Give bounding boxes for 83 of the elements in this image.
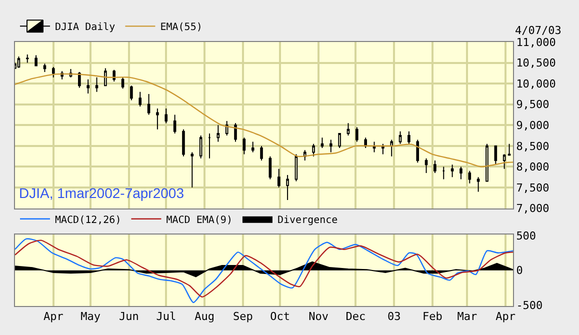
x-tick-label: Jul xyxy=(156,310,176,324)
candlestick xyxy=(286,174,289,200)
x-tick-label: Jun xyxy=(119,310,139,324)
candlestick xyxy=(199,135,202,159)
candlestick xyxy=(346,122,350,136)
candlestick xyxy=(476,176,480,192)
candlestick xyxy=(372,141,376,153)
candlestick xyxy=(460,166,462,180)
legend-label: MACD EMA(9) xyxy=(166,214,232,226)
candlestick xyxy=(442,166,446,180)
candlestick xyxy=(182,128,185,157)
candlestick xyxy=(225,120,228,136)
y-tick-label: 11,000 xyxy=(516,36,556,49)
candlestick xyxy=(260,145,263,161)
candlestick xyxy=(312,143,315,157)
y-tick-label: 10,500 xyxy=(516,56,556,70)
y-tick-label: 9,500 xyxy=(516,98,550,112)
candlestick xyxy=(156,108,159,130)
candlestick xyxy=(86,78,90,94)
candlestick xyxy=(338,132,341,149)
candlestick xyxy=(147,93,150,116)
candlestick xyxy=(268,156,272,180)
candlestick xyxy=(234,122,237,142)
candlestick xyxy=(95,76,98,92)
legend-label: EMA(55) xyxy=(160,22,202,34)
candlestick xyxy=(190,152,194,188)
y-tick-label: 9,000 xyxy=(516,119,550,132)
x-tick-label: 03 xyxy=(387,310,401,324)
y-tick-label: 500 xyxy=(516,229,536,242)
candlestick xyxy=(450,164,454,178)
candlestick xyxy=(26,54,29,64)
candlestick xyxy=(494,145,498,166)
candlestick xyxy=(502,154,506,170)
legend-label: DJIA Daily xyxy=(55,22,116,34)
candlestick xyxy=(34,54,38,67)
y-tick-label: 7,500 xyxy=(516,181,550,194)
y-tick-label: -500 xyxy=(516,299,543,312)
y-tick-label: 8,000 xyxy=(516,160,550,174)
x-tick-label: Apr xyxy=(496,310,516,324)
candlestick xyxy=(104,68,107,86)
x-tick-label: Feb xyxy=(422,310,442,324)
candlestick xyxy=(52,66,55,78)
candlestick xyxy=(390,139,394,157)
x-tick-label: Mar xyxy=(457,310,478,324)
candlestick xyxy=(468,170,472,184)
candlestick xyxy=(277,168,280,188)
x-tick-label: Sep xyxy=(233,310,253,324)
legend-label: Divergence xyxy=(277,214,338,226)
candlestick xyxy=(164,108,168,124)
text: 4/07/03 xyxy=(515,24,562,37)
candlestick xyxy=(242,137,246,155)
candlestick xyxy=(251,141,254,153)
x-tick-label: May xyxy=(80,310,101,324)
y-tick-label: 8,500 xyxy=(516,140,550,153)
y-tick-label: 0 xyxy=(516,264,523,278)
y-tick-label: 10,000 xyxy=(516,77,556,90)
candlestick xyxy=(434,160,436,174)
x-tick-label: Aug xyxy=(194,310,214,324)
candlestick xyxy=(416,139,420,164)
candlestick xyxy=(398,130,402,144)
candlestick xyxy=(329,139,332,153)
candlestick xyxy=(356,126,358,142)
line-series xyxy=(15,73,513,168)
candlestick xyxy=(138,91,142,107)
candlestick xyxy=(216,124,220,142)
candlestick xyxy=(208,132,211,159)
x-tick-label: Oct xyxy=(270,310,290,324)
candlestick xyxy=(424,158,428,174)
x-tick-label: Apr xyxy=(43,310,64,324)
candlestick xyxy=(43,63,46,72)
candlestick xyxy=(78,71,81,88)
candlestick xyxy=(408,130,410,144)
candlestick xyxy=(173,114,176,134)
candlestick xyxy=(121,76,124,90)
candlestick xyxy=(320,137,324,149)
x-tick-label: Nov xyxy=(308,310,329,324)
annotation: DJIA, 1mar2002-7apr2003 xyxy=(19,185,184,201)
candlestick xyxy=(130,85,133,101)
y-tick-label: 7,000 xyxy=(516,202,550,216)
legend-label: MACD(12,26) xyxy=(55,214,122,226)
x-tick-label: Dec xyxy=(346,310,366,324)
candlestick xyxy=(486,143,488,182)
candlestick xyxy=(382,143,384,155)
